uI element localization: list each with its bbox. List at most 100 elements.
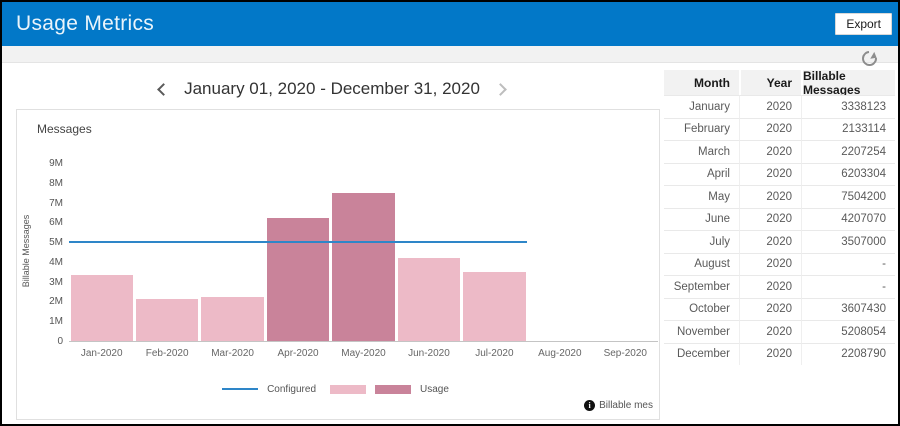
legend-label: Configured — [267, 383, 316, 395]
cell-month: December — [664, 342, 739, 366]
chart-legend: Configured Usage — [17, 382, 659, 396]
y-tick-label: 6M — [49, 217, 63, 229]
y-tick-label: 0 — [57, 336, 63, 347]
x-tick-label: Sep-2020 — [603, 348, 647, 359]
cell-billable-messages: 7504200 — [801, 185, 895, 208]
usage-bar-Mar-2020[interactable] — [201, 297, 264, 341]
table-row[interactable]: December 2020 2208790 — [664, 342, 895, 366]
x-tick-label: Mar-2020 — [211, 348, 254, 359]
y-tick-label: 3M — [49, 276, 63, 288]
cell-year: 2020 — [739, 297, 801, 320]
x-tick-label: Jul-2020 — [475, 348, 514, 359]
usage-bar-Jul-2020[interactable] — [463, 271, 526, 341]
table-row[interactable]: February 2020 2133114 — [664, 117, 895, 140]
messages-chart-panel: Messages Billable Messages 0 1M 2M 3M 4M 5M 6M… — [16, 109, 660, 420]
x-tick-label: Jun-2020 — [408, 348, 450, 359]
cell-year: 2020 — [739, 230, 801, 253]
cell-year: 2020 — [739, 162, 801, 185]
y-tick-label: 9M — [49, 158, 63, 169]
cell-month: November — [664, 320, 739, 343]
cell-billable-messages: 5208054 — [801, 320, 895, 343]
table-header-row: Month Year Billable Messages — [664, 70, 895, 95]
column-header-month: Month — [694, 75, 730, 90]
y-tick-label: 2M — [49, 296, 63, 308]
legend-light-swatch — [330, 384, 366, 394]
x-tick-label: Aug-2020 — [538, 348, 582, 359]
table-row[interactable]: September 2020- — [664, 275, 895, 298]
legend-line-swatch — [222, 388, 259, 390]
cell-billable-messages: 2133114 — [801, 117, 895, 140]
monthly-usage-table: Month Year Billable Messages January 2020… — [664, 70, 895, 365]
cell-month: April — [664, 162, 739, 186]
cell-billable-messages: 6203304 — [801, 162, 895, 185]
cell-year: 2020 — [739, 140, 801, 163]
page-title: Usage Metrics — [16, 12, 155, 35]
column-header-year: Year — [739, 70, 801, 95]
x-axis-line — [69, 341, 658, 342]
chevron-left-icon[interactable] — [157, 82, 170, 96]
usage-bar-Jun-2020[interactable] — [397, 257, 461, 341]
table-row[interactable]: January 2020 3338123 — [664, 95, 895, 118]
table-row[interactable]: March 2020 2207254 — [664, 140, 895, 163]
legend-dark-swatch — [375, 384, 411, 394]
column-header-billable-messages: Billable Messages — [801, 70, 895, 95]
x-tick-label: May-2020 — [341, 348, 386, 359]
billable-note-text: Billable mes — [599, 400, 653, 411]
cell-year: 2020 — [739, 95, 801, 118]
table-row[interactable]: June 2020 4207070 — [664, 207, 895, 231]
cell-month: July — [664, 230, 739, 253]
cell-billable-messages: 3338123 — [801, 95, 895, 118]
cell-billable-messages: 3607430 — [801, 297, 895, 320]
table-row[interactable]: November 2020 5208054 — [664, 320, 895, 343]
chart-title: Messages — [37, 122, 92, 136]
cell-month: June — [664, 207, 739, 231]
cell-month: August — [664, 252, 739, 276]
export-button[interactable]: Export — [835, 13, 892, 35]
billable-note: i Billable mes — [584, 400, 653, 411]
table-body: January 2020 3338123 February 2020 2133114 Mar… — [664, 95, 895, 365]
toolbar-strip — [2, 46, 898, 63]
cell-billable-messages: - — [801, 275, 895, 298]
cell-month: May — [664, 185, 739, 208]
y-tick-label: 1M — [49, 316, 63, 328]
y-tick-label: 5M — [49, 237, 63, 249]
cell-year: 2020 — [739, 117, 801, 140]
x-tick-label: Jan-2020 — [80, 348, 123, 359]
table-row[interactable]: August 2020- — [664, 252, 895, 276]
usage-bar-Jan-2020[interactable] — [70, 274, 133, 341]
app-header: Usage Metrics — [2, 2, 898, 46]
configured-threshold-line — [69, 241, 528, 244]
usage-bar-Apr-2020[interactable] — [266, 218, 330, 341]
cell-year: 2020 — [739, 207, 801, 230]
x-tick-label: Apr-2020 — [277, 348, 319, 359]
cell-month: September — [664, 275, 739, 298]
cell-billable-messages: - — [801, 252, 895, 275]
cell-year: 2020 — [739, 342, 801, 365]
table-row[interactable]: April 2020 6203304 — [664, 162, 895, 186]
cell-billable-messages: 3507000 — [801, 230, 895, 253]
table-row[interactable]: May 2020 7504200 — [664, 185, 895, 208]
cell-year: 2020 — [739, 185, 801, 208]
cell-year: 2020 — [739, 252, 801, 275]
y-tick-label: 4M — [49, 256, 63, 268]
table-row[interactable]: October 2020 3607430 — [664, 297, 895, 321]
table-row[interactable]: July 2020 3507000 — [664, 230, 895, 253]
cell-year: 2020 — [739, 275, 801, 298]
legend-label: Usage — [420, 383, 449, 395]
cell-billable-messages: 2208790 — [801, 342, 895, 365]
chevron-right-icon[interactable] — [494, 82, 507, 96]
info-icon: i — [584, 400, 596, 411]
cell-month: October — [664, 297, 739, 321]
x-tick-label: Feb-2020 — [145, 348, 189, 359]
cell-month: March — [664, 140, 739, 163]
y-axis-label: Billable Messages — [21, 214, 31, 288]
usage-bar-May-2020[interactable] — [332, 192, 395, 341]
date-range-navigator: January 01, 2020 - December 31, 2020 — [2, 76, 662, 102]
cell-month: January — [664, 95, 739, 118]
cell-billable-messages: 2207254 — [801, 140, 895, 163]
y-tick-label: 7M — [49, 197, 63, 209]
cell-billable-messages: 4207070 — [801, 207, 895, 230]
date-range-label: January 01, 2020 - December 31, 2020 — [184, 79, 480, 98]
usage-bar-Feb-2020[interactable] — [135, 298, 199, 341]
